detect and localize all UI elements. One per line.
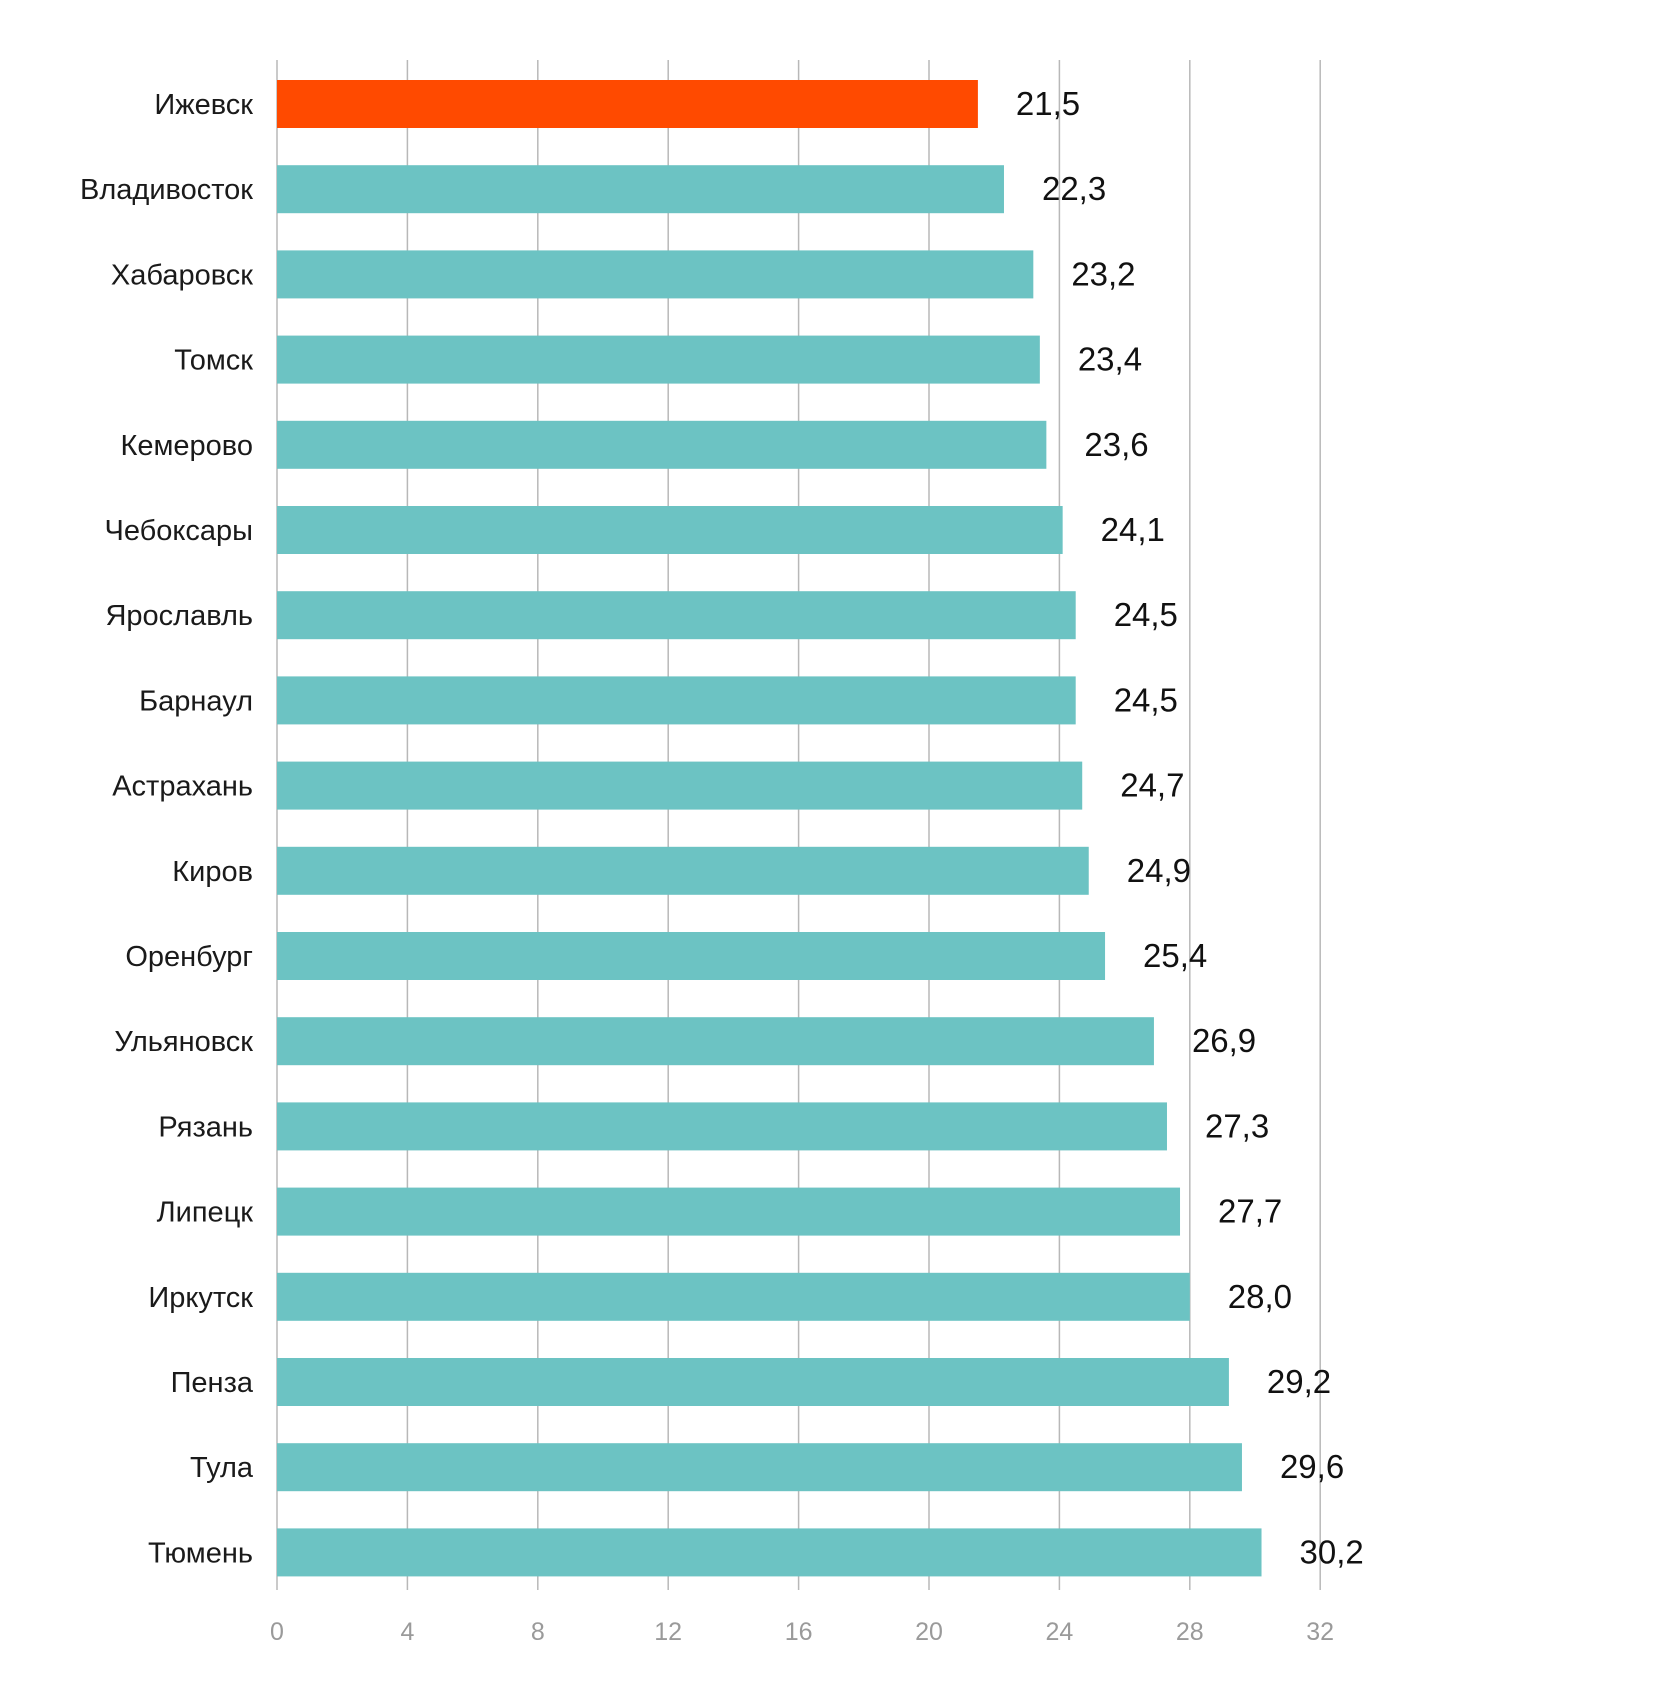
bar (277, 1358, 1229, 1406)
category-label: Тула (190, 1452, 254, 1484)
category-label: Киров (172, 856, 253, 888)
value-label: 23,4 (1078, 341, 1142, 378)
bar (277, 846, 1089, 895)
value-label: 27,3 (1205, 1107, 1269, 1144)
bar (277, 335, 1040, 384)
category-label: Барнаул (139, 685, 253, 717)
x-tick-label: 12 (654, 1618, 682, 1646)
bar (277, 1102, 1167, 1151)
bar (277, 591, 1076, 640)
bar (277, 1528, 1262, 1577)
bar (277, 1443, 1242, 1492)
category-label: Иркутск (148, 1282, 253, 1314)
x-axis: 0 4 8 12 16 20 24 28 32 (270, 1618, 1334, 1646)
bar (277, 1017, 1154, 1066)
value-label: 24,5 (1114, 681, 1178, 718)
value-label: 23,2 (1071, 255, 1135, 292)
value-label: 21,5 (1016, 85, 1080, 122)
category-label: Хабаровск (111, 259, 253, 291)
bar (277, 676, 1076, 725)
bar-layer (277, 80, 1262, 1577)
bar (277, 761, 1083, 810)
category-label: Липецк (157, 1197, 254, 1229)
x-tick-label: 0 (270, 1618, 284, 1646)
x-tick-label: 16 (785, 1618, 813, 1646)
x-tick-label: 20 (915, 1618, 943, 1646)
bar (277, 420, 1047, 469)
category-label: Рязань (158, 1111, 253, 1143)
category-label: Тюмень (148, 1537, 253, 1569)
value-label: 26,9 (1192, 1022, 1256, 1059)
category-label: Томск (174, 345, 253, 377)
grid-layer (276, 60, 1321, 1590)
bar (277, 250, 1034, 299)
category-label: Чебоксары (105, 515, 253, 547)
category-label: Ульяновск (114, 1026, 253, 1058)
category-label: Пенза (171, 1367, 254, 1399)
value-label: 24,1 (1101, 511, 1165, 548)
bar (277, 1187, 1181, 1236)
value-label: 29,6 (1280, 1448, 1344, 1485)
value-label: 24,9 (1127, 852, 1191, 889)
bar (277, 165, 1004, 214)
x-tick-label: 32 (1306, 1618, 1334, 1646)
bar (277, 1272, 1190, 1321)
value-label: 30,2 (1300, 1533, 1364, 1570)
label-layer: Ижевск 21,5 Владивосток 22,3 Хабаровск 23,2 То… (80, 85, 1364, 1570)
value-label: 29,2 (1267, 1363, 1331, 1400)
value-label: 22,3 (1042, 170, 1106, 207)
value-label: 28,0 (1228, 1278, 1292, 1315)
x-tick-label: 28 (1176, 1618, 1204, 1646)
x-tick-label: 8 (531, 1618, 545, 1646)
category-label: Владивосток (80, 174, 253, 206)
bar (277, 932, 1106, 980)
x-tick-label: 24 (1045, 1618, 1073, 1646)
bar (277, 506, 1063, 554)
x-tick-label: 4 (400, 1618, 414, 1646)
category-label: Ижевск (154, 89, 253, 121)
category-label: Кемерово (120, 430, 253, 462)
bar (277, 80, 978, 128)
category-label: Оренбург (125, 941, 253, 973)
value-label: 25,4 (1143, 937, 1207, 974)
category-label: Астрахань (112, 771, 253, 803)
value-label: 24,5 (1114, 596, 1178, 633)
value-label: 24,7 (1120, 767, 1184, 804)
value-label: 23,6 (1084, 426, 1148, 463)
value-label: 27,7 (1218, 1193, 1282, 1230)
category-label: Ярославль (105, 600, 253, 632)
